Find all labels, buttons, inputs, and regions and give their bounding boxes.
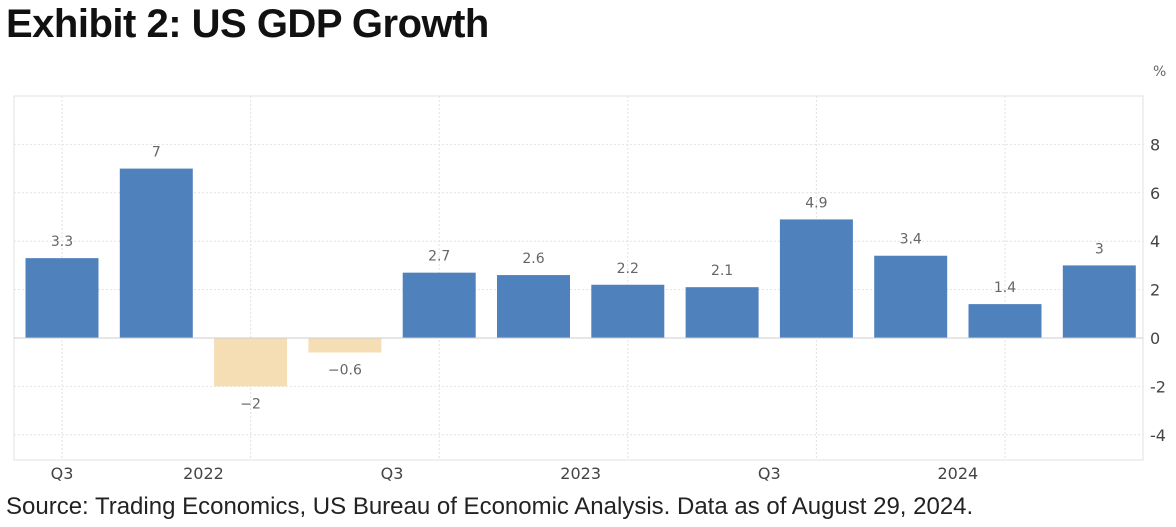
bar [402, 272, 476, 338]
y-tick-label: 8 [1150, 135, 1160, 154]
bar [685, 287, 759, 338]
y-tick-label: 6 [1150, 184, 1160, 203]
chart-title: Exhibit 2: US GDP Growth [6, 2, 489, 46]
y-tick-label: 4 [1150, 232, 1160, 251]
bar [25, 258, 99, 338]
data-label: 7 [152, 145, 161, 161]
bar [1062, 265, 1136, 338]
y-tick-label: -4 [1150, 426, 1166, 445]
source-note: Source: Trading Economics, US Bureau of … [6, 493, 974, 520]
y-tick-label: -2 [1150, 377, 1166, 396]
x-tick-label: Q3 [381, 464, 404, 483]
bar [119, 168, 193, 338]
bar [308, 338, 382, 353]
data-label: 2.7 [428, 249, 450, 265]
bar [874, 255, 948, 338]
bar [591, 284, 665, 338]
bar [497, 275, 570, 338]
plot-frame [13, 95, 1144, 461]
data-label: 4.9 [805, 195, 827, 211]
bar [968, 304, 1042, 338]
data-label: −0.6 [328, 363, 362, 379]
data-label: 3.3 [51, 234, 73, 250]
bar [214, 338, 288, 387]
data-label: −2 [240, 396, 261, 412]
data-label: 2.6 [522, 251, 544, 267]
y-tick-label: 2 [1150, 281, 1160, 300]
data-label: 1.4 [994, 280, 1016, 296]
x-tick-label: 2022 [183, 464, 224, 483]
x-tick-label: 2023 [560, 464, 601, 483]
x-tick-label: Q3 [51, 464, 74, 483]
data-label: 3 [1095, 241, 1104, 257]
data-label: 3.4 [900, 232, 922, 248]
bar [779, 219, 853, 338]
x-tick-label: Q3 [758, 464, 781, 483]
data-label: 2.1 [711, 263, 733, 279]
y-tick-label: 0 [1150, 329, 1160, 348]
data-label: 2.2 [617, 261, 639, 277]
y-unit-label: % [1153, 64, 1166, 80]
x-tick-label: 2024 [937, 464, 978, 483]
